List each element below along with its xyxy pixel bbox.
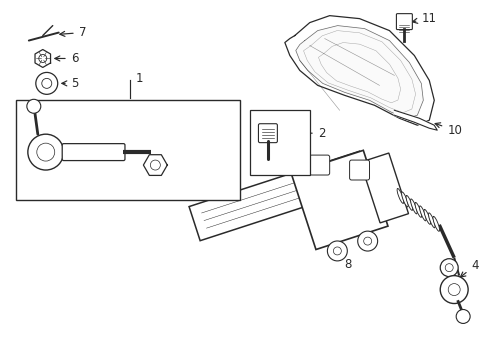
Ellipse shape [402, 192, 408, 207]
FancyBboxPatch shape [310, 155, 330, 175]
Circle shape [28, 134, 64, 170]
Circle shape [364, 237, 371, 245]
Bar [16, 100, 240, 200]
FancyBboxPatch shape [258, 124, 277, 143]
Circle shape [27, 99, 41, 113]
Text: 4: 4 [461, 259, 479, 277]
Polygon shape [292, 150, 388, 249]
Ellipse shape [216, 146, 223, 166]
Text: 6: 6 [55, 52, 78, 65]
Circle shape [456, 310, 470, 323]
Ellipse shape [211, 146, 219, 166]
Text: 7: 7 [60, 26, 86, 39]
Ellipse shape [424, 210, 431, 224]
Circle shape [445, 264, 453, 272]
Ellipse shape [397, 189, 404, 203]
Polygon shape [285, 15, 434, 125]
Circle shape [36, 72, 58, 94]
Ellipse shape [189, 146, 196, 166]
Circle shape [327, 241, 347, 261]
Ellipse shape [198, 146, 205, 166]
Text: 1: 1 [135, 72, 143, 85]
Ellipse shape [207, 146, 214, 166]
Circle shape [37, 143, 55, 161]
Ellipse shape [185, 148, 192, 165]
Ellipse shape [194, 146, 201, 166]
Circle shape [39, 54, 47, 62]
Text: 9: 9 [133, 176, 152, 194]
Ellipse shape [202, 146, 210, 166]
Text: 10: 10 [435, 123, 462, 137]
Text: 11: 11 [413, 12, 436, 25]
FancyBboxPatch shape [396, 14, 413, 30]
Ellipse shape [220, 146, 228, 166]
Circle shape [358, 231, 378, 251]
Ellipse shape [419, 206, 426, 221]
Polygon shape [144, 155, 167, 175]
Ellipse shape [411, 199, 417, 214]
Ellipse shape [225, 148, 232, 165]
Ellipse shape [428, 213, 435, 228]
Polygon shape [35, 50, 50, 67]
Ellipse shape [433, 216, 440, 231]
Circle shape [333, 247, 342, 255]
Polygon shape [189, 151, 370, 241]
FancyBboxPatch shape [349, 160, 369, 180]
Circle shape [440, 276, 468, 303]
Ellipse shape [406, 195, 413, 210]
Ellipse shape [415, 202, 421, 217]
Polygon shape [361, 153, 409, 223]
Text: 8: 8 [338, 253, 352, 271]
Polygon shape [296, 26, 423, 118]
Polygon shape [394, 110, 437, 130]
Text: 2: 2 [274, 127, 325, 140]
Bar [250, 110, 310, 175]
Circle shape [448, 284, 460, 296]
FancyBboxPatch shape [62, 144, 125, 161]
Text: 5: 5 [62, 77, 78, 90]
Circle shape [150, 160, 160, 170]
Circle shape [42, 78, 52, 88]
Text: 3: 3 [22, 165, 45, 185]
Circle shape [440, 259, 458, 276]
